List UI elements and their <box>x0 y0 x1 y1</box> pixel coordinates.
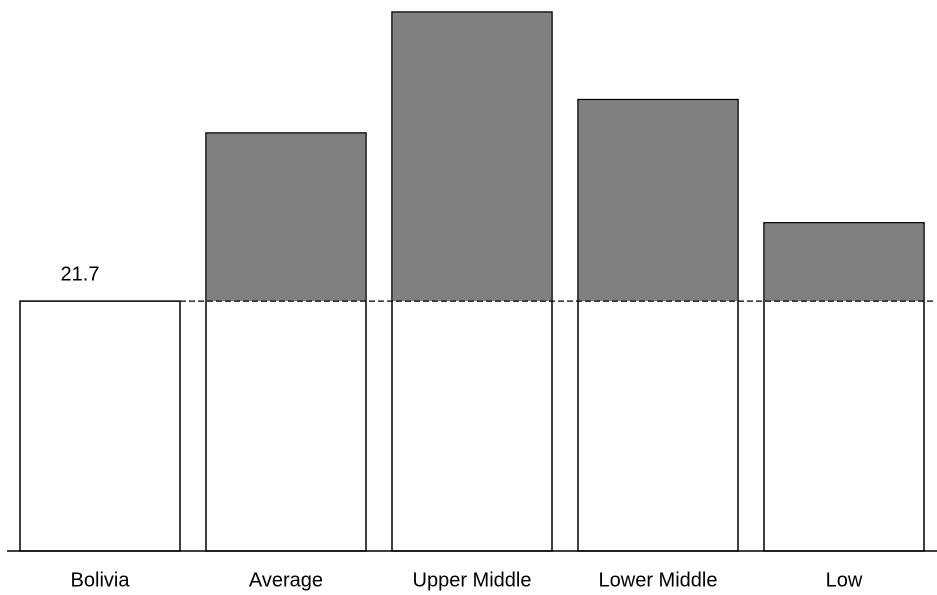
bar <box>19 300 181 552</box>
bar-excess <box>393 13 551 302</box>
bar-excess <box>207 133 365 302</box>
x-tick-label: Average <box>249 569 323 591</box>
x-tick-label: Low <box>826 569 863 591</box>
bar-excess <box>765 223 923 302</box>
x-tick-label: Upper Middle <box>413 569 532 591</box>
value-label: 21.7 <box>61 263 100 285</box>
x-tick-label: Lower Middle <box>599 569 718 591</box>
bar-excess <box>579 100 737 302</box>
x-tick-label: Bolivia <box>71 569 131 591</box>
